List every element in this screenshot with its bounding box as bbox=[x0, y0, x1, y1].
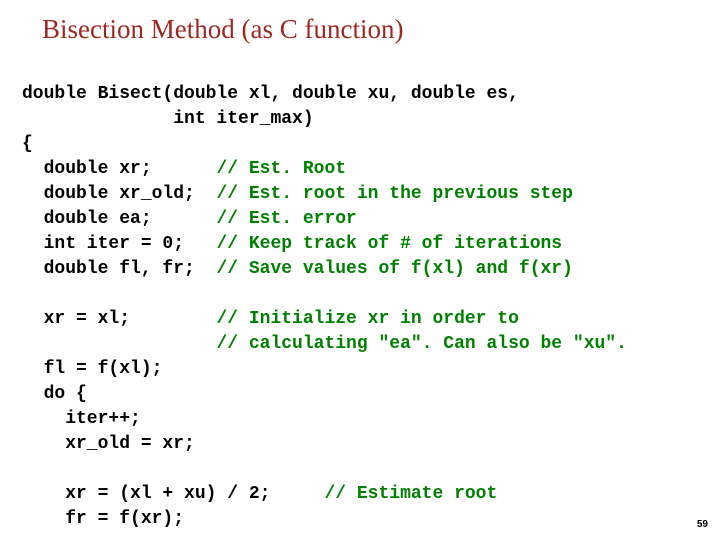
slide-title: Bisection Method (as C function) bbox=[42, 14, 403, 45]
page-number: 59 bbox=[697, 519, 708, 530]
code-line: double xr; bbox=[22, 159, 216, 179]
code-line: double Bisect(double xl, double xu, doub… bbox=[22, 84, 519, 104]
code-line: int iter_max) bbox=[22, 109, 314, 129]
code-line: do { bbox=[22, 384, 87, 404]
code-line: xr = (xl + xu) / 2; bbox=[22, 484, 324, 504]
code-line bbox=[22, 334, 216, 354]
code-line: fr = f(xr); bbox=[22, 509, 184, 529]
code-line: double xr_old; bbox=[22, 184, 216, 204]
code-line: int iter = 0; bbox=[22, 234, 216, 254]
code-line: double fl, fr; bbox=[22, 259, 216, 279]
code-line: fl = f(xl); bbox=[22, 359, 162, 379]
code-comment: // Keep track of # of iterations bbox=[216, 234, 562, 254]
code-comment: // Estimate root bbox=[324, 484, 497, 504]
code-comment: // calculating "ea". Can also be "xu". bbox=[216, 334, 626, 354]
code-line: xr = xl; bbox=[22, 309, 216, 329]
code-line: { bbox=[22, 134, 33, 154]
code-line: iter++; bbox=[22, 409, 141, 429]
code-line: xr_old = xr; bbox=[22, 434, 195, 454]
code-comment: // Initialize xr in order to bbox=[216, 309, 518, 329]
code-line: double ea; bbox=[22, 209, 216, 229]
code-comment: // Est. error bbox=[216, 209, 356, 229]
code-comment: // Est. Root bbox=[216, 159, 346, 179]
code-comment: // Save values of f(xl) and f(xr) bbox=[216, 259, 572, 279]
code-comment: // Est. root in the previous step bbox=[216, 184, 572, 204]
code-block: double Bisect(double xl, double xu, doub… bbox=[22, 82, 627, 532]
